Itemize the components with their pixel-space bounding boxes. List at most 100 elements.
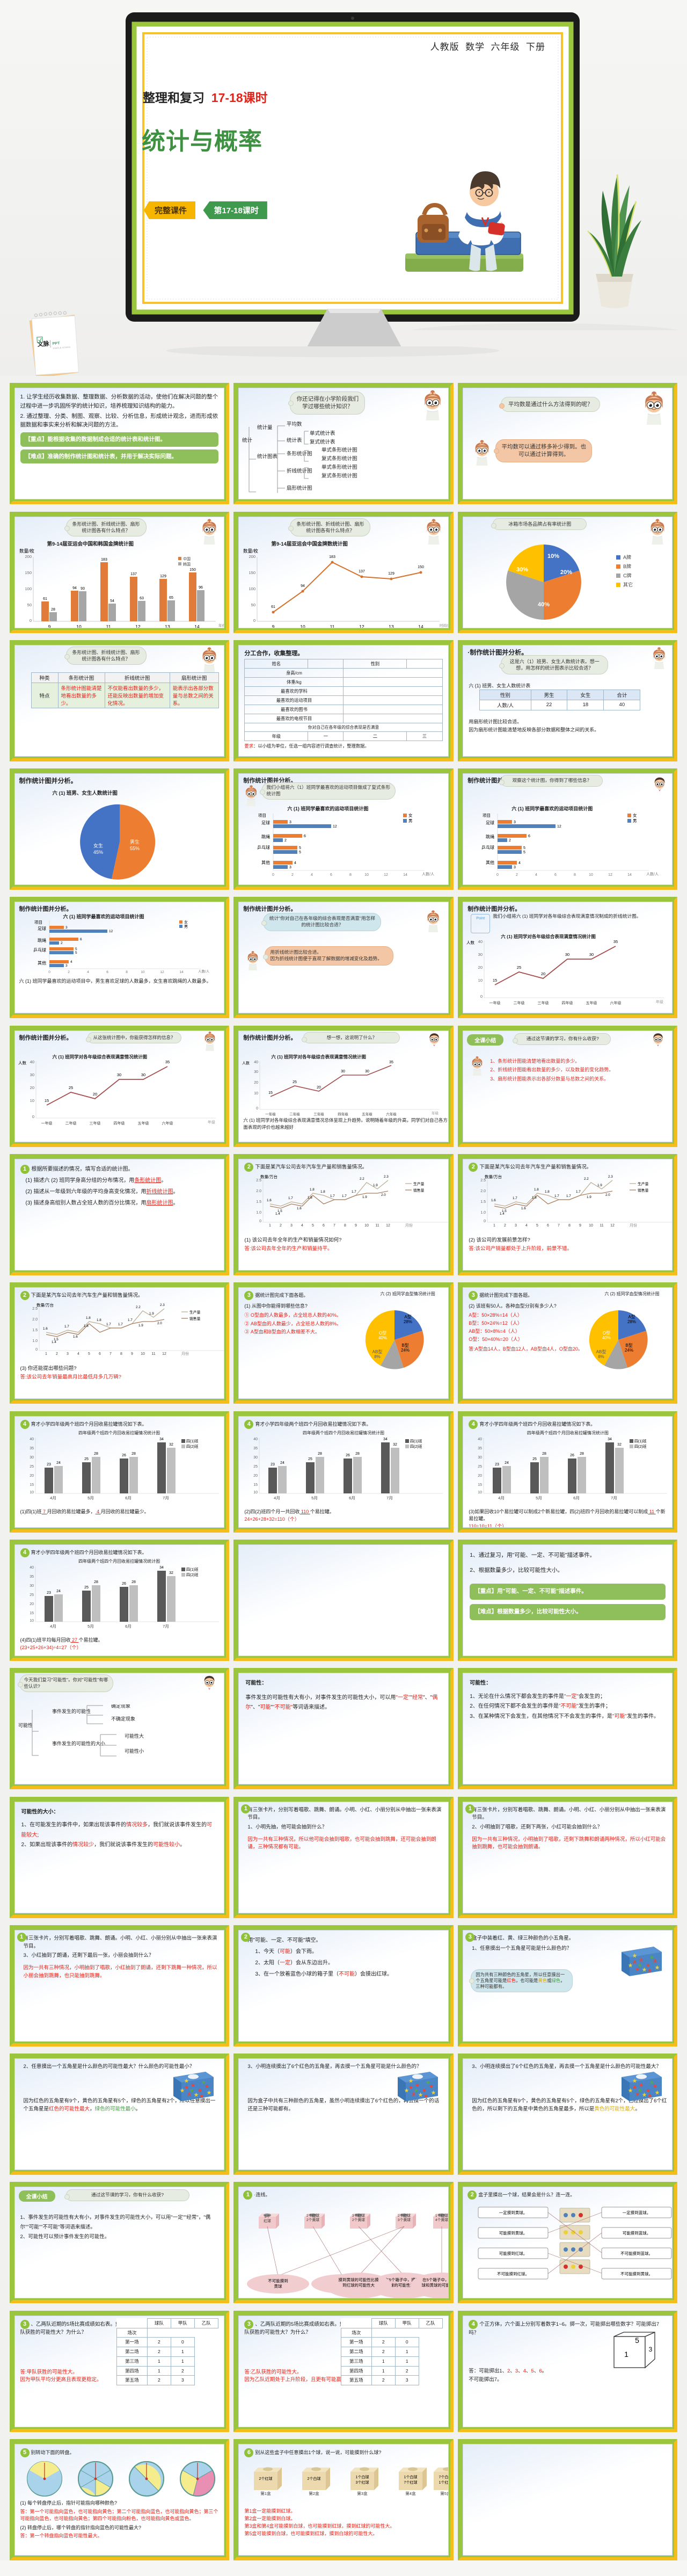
- svg-text:9: 9: [131, 1352, 133, 1356]
- svg-text:1.7: 1.7: [352, 1190, 356, 1194]
- svg-text:★: ★: [632, 1953, 637, 1958]
- svg-text:4: 4: [77, 1352, 79, 1356]
- svg-text:5月: 5月: [536, 1496, 542, 1500]
- svg-text:1.7: 1.7: [128, 1318, 133, 1322]
- svg-text:14: 14: [404, 873, 408, 877]
- svg-text:8: 8: [568, 1224, 571, 1228]
- svg-text:4月: 4月: [498, 1496, 505, 1500]
- svg-text:32: 32: [617, 1443, 622, 1447]
- svg-text:2.0: 2.0: [381, 1193, 386, 1197]
- svg-text:一年级: 一年级: [41, 1121, 52, 1126]
- svg-text:45%: 45%: [93, 850, 103, 855]
- svg-text:20: 20: [478, 965, 483, 970]
- svg-text:183: 183: [101, 558, 107, 562]
- svg-text:14: 14: [179, 970, 184, 974]
- svg-text:40: 40: [478, 940, 483, 944]
- svg-text:1.5: 1.5: [257, 1200, 262, 1204]
- svg-text:30: 30: [30, 1456, 34, 1460]
- svg-text:球和黄球的可能性一样: 球和黄球的可能性一样: [422, 2282, 449, 2288]
- svg-text:统计量: 统计量: [257, 424, 273, 431]
- svg-text:15: 15: [30, 1612, 34, 1615]
- svg-text:3: 3: [67, 1352, 69, 1356]
- svg-text:40: 40: [30, 1566, 34, 1570]
- svg-text:26: 26: [570, 1454, 574, 1457]
- svg-text:30: 30: [589, 952, 594, 957]
- svg-text:32: 32: [169, 1571, 173, 1575]
- svg-text:AB型: AB型: [596, 1349, 606, 1354]
- svg-text:2.3: 2.3: [608, 1175, 613, 1179]
- svg-text:五年级: 五年级: [362, 1112, 373, 1116]
- svg-text:20%: 20%: [560, 569, 572, 576]
- svg-text:23: 23: [271, 1463, 275, 1467]
- svg-text:50: 50: [251, 603, 255, 607]
- svg-text:销售量: 销售量: [413, 1188, 425, 1193]
- svg-text:8: 8: [344, 1224, 346, 1228]
- svg-text:男: 男: [633, 818, 637, 823]
- svg-text:2.5: 2.5: [481, 1179, 486, 1182]
- svg-text:35: 35: [613, 940, 618, 944]
- svg-text:数量/万台: 数量/万台: [485, 1174, 502, 1179]
- svg-text:1.6: 1.6: [491, 1199, 496, 1202]
- svg-text:PPT: PPT: [53, 342, 61, 346]
- svg-text:5月: 5月: [312, 1496, 318, 1500]
- svg-text:20: 20: [541, 971, 545, 976]
- svg-text:可能摸到黄球。: 可能摸到黄球。: [499, 2230, 528, 2236]
- svg-text:4: 4: [87, 970, 89, 974]
- svg-text:35: 35: [30, 1575, 34, 1579]
- svg-text:24%: 24%: [401, 1348, 410, 1353]
- svg-text:其他: 其他: [261, 860, 270, 865]
- svg-text:7: 7: [333, 1224, 335, 1228]
- svg-text:40: 40: [30, 1438, 34, 1441]
- svg-text:可能摸到蓝球。: 可能摸到蓝球。: [623, 2230, 651, 2236]
- svg-text:1.8: 1.8: [534, 1188, 539, 1192]
- svg-text:6月: 6月: [349, 1496, 356, 1500]
- svg-text:四(1)班: 四(1)班: [410, 1439, 422, 1443]
- svg-text:23: 23: [47, 1463, 51, 1467]
- svg-text:10%: 10%: [547, 553, 559, 560]
- svg-text:35: 35: [390, 1061, 394, 1064]
- svg-text:1.7: 1.7: [513, 1196, 517, 1200]
- svg-text:28: 28: [94, 1580, 98, 1584]
- svg-text:足球: 足球: [486, 820, 494, 825]
- svg-text:★: ★: [404, 2088, 409, 2093]
- svg-text:B牌: B牌: [623, 563, 631, 569]
- svg-text:15: 15: [478, 1483, 482, 1487]
- svg-text:10: 10: [301, 624, 306, 628]
- svg-text:10: 10: [478, 1491, 482, 1494]
- svg-text:40: 40: [478, 1438, 482, 1441]
- svg-text:红球: 红球: [264, 2218, 272, 2223]
- svg-text:20: 20: [254, 1474, 258, 1478]
- svg-text:★: ★: [199, 2093, 204, 2099]
- svg-text:四年级: 四年级: [113, 1121, 125, 1126]
- svg-text:B型: B型: [401, 1343, 408, 1348]
- svg-text:32: 32: [169, 1443, 173, 1447]
- svg-text:1.0: 1.0: [257, 1211, 262, 1215]
- svg-text:四(2)班: 四(2)班: [410, 1444, 422, 1449]
- svg-text:复式条形统计图: 复式条形统计图: [321, 455, 357, 462]
- svg-text:24%: 24%: [625, 1348, 633, 1353]
- svg-text:月份: 月份: [630, 1223, 637, 1228]
- svg-text:26: 26: [346, 1454, 350, 1457]
- svg-text:扇形统计图: 扇形统计图: [287, 485, 312, 491]
- svg-text:1.8: 1.8: [310, 1188, 315, 1192]
- svg-text:★: ★: [207, 2090, 211, 2095]
- svg-text:统计表: 统计表: [287, 437, 302, 444]
- svg-text:年级: 年级: [208, 1120, 215, 1124]
- svg-text:7月: 7月: [611, 1496, 617, 1500]
- svg-text:3: 3: [515, 1224, 517, 1228]
- svg-text:2.0: 2.0: [157, 1322, 162, 1325]
- svg-text:单式统计表: 单式统计表: [310, 430, 335, 437]
- svg-text:6: 6: [80, 938, 82, 941]
- svg-text:28%: 28%: [627, 1319, 636, 1324]
- svg-text:四(2)班: 四(2)班: [186, 1572, 199, 1577]
- svg-text:8%: 8%: [374, 1354, 381, 1359]
- svg-text:2: 2: [516, 873, 518, 877]
- svg-text:9: 9: [272, 624, 275, 628]
- svg-text:129: 129: [160, 575, 166, 578]
- svg-text:女: 女: [408, 812, 413, 818]
- svg-text:不确定现象: 不确定现象: [111, 1716, 135, 1722]
- svg-text:二年级: 二年级: [514, 1000, 525, 1005]
- svg-text:35: 35: [165, 1060, 169, 1064]
- svg-text:2.2: 2.2: [584, 1177, 589, 1181]
- svg-text:7: 7: [558, 1224, 560, 1228]
